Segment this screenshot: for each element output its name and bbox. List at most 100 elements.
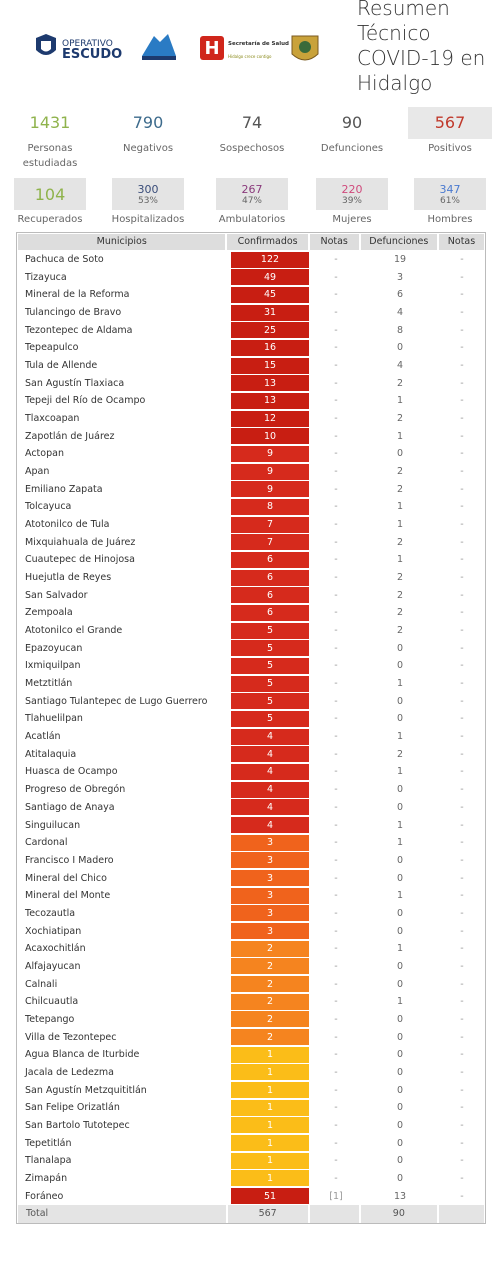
- confirmados: 5: [231, 640, 309, 657]
- notas: -: [460, 996, 464, 1008]
- table-row: Atotonilco de Tula 7 - 1 -: [17, 516, 485, 534]
- municipio: Santiago de Anaya: [25, 801, 115, 813]
- stat-box: 220 39%: [316, 178, 388, 210]
- municipio: Apan: [25, 466, 50, 478]
- municipio: San Agustín Tlaxiaca: [25, 377, 125, 389]
- municipio: Tula de Allende: [25, 360, 98, 372]
- notas: -: [334, 943, 338, 955]
- notas: -: [460, 1013, 464, 1025]
- municipio: Santiago Tulantepec de Lugo Guerrero: [25, 695, 208, 707]
- municipio: Zimapán: [25, 1172, 68, 1184]
- confirmados-cell: 3: [229, 887, 311, 905]
- confirmados: 1: [231, 1152, 309, 1169]
- notas: -: [460, 642, 464, 654]
- confirmados: 122: [231, 251, 309, 268]
- notas: -: [334, 501, 338, 513]
- notas: -: [460, 589, 464, 601]
- defunciones: 0: [396, 1031, 404, 1043]
- confirmados-cell: 3: [229, 852, 311, 870]
- column-header: Municipios: [18, 233, 226, 250]
- confirmados: 1: [231, 1046, 309, 1063]
- confirmados: 31: [231, 304, 309, 321]
- notas: -: [460, 1102, 464, 1114]
- defunciones: 0: [396, 1066, 404, 1078]
- notas: -: [334, 254, 338, 265]
- notas: -: [460, 890, 464, 902]
- notas: -: [460, 271, 464, 283]
- confirmados-cell: 25: [229, 321, 311, 339]
- notas: -: [334, 395, 338, 407]
- notas: -: [334, 854, 338, 866]
- defunciones: 3: [396, 271, 404, 283]
- notas: -: [460, 254, 464, 265]
- confirmados: 4: [231, 763, 309, 780]
- confirmados-cell: 9: [229, 480, 311, 498]
- notas: -: [460, 1119, 464, 1131]
- notas: -: [460, 324, 464, 336]
- confirmados: 25: [231, 322, 309, 339]
- confirmados-cell: 8: [229, 498, 311, 516]
- defunciones: 1: [396, 890, 404, 902]
- notas: -: [460, 766, 464, 778]
- logos: OPERATIVO ESCUDO H Secretaría de Salud H…: [36, 34, 319, 62]
- table-row: Huejutla de Reyes 6 - 2 -: [17, 569, 485, 587]
- total-empty: [309, 1204, 359, 1223]
- defunciones: 2: [396, 377, 404, 389]
- notas: -: [334, 1084, 338, 1096]
- notas: -: [460, 307, 464, 319]
- table-row: Actopan 9 - 0 -: [17, 445, 485, 463]
- notas: -: [334, 642, 338, 654]
- confirmados-cell: 3: [229, 869, 311, 887]
- notas: -: [334, 960, 338, 972]
- municipio: Tecozautla: [25, 907, 76, 919]
- notas: -: [460, 731, 464, 743]
- notas: -: [334, 837, 338, 849]
- notas: -: [460, 466, 464, 478]
- notas: -: [460, 483, 464, 495]
- confirmados-cell: 1: [229, 1134, 311, 1152]
- municipio: Emiliano Zapata: [25, 483, 103, 495]
- municipio: Francisco I Madero: [25, 854, 114, 866]
- notas: -: [334, 607, 338, 619]
- defunciones: 8: [396, 324, 404, 336]
- notas: -: [460, 395, 464, 407]
- table-row: Tecozautla 3 - 0 -: [17, 905, 485, 923]
- stat-label: Hombres: [427, 214, 473, 225]
- confirmados: 1: [231, 1117, 309, 1134]
- confirmados-cell: 6: [229, 586, 311, 604]
- municipio: Xochiatipan: [25, 925, 82, 937]
- table-row: Zempoala 6 - 2 -: [17, 604, 485, 622]
- municipio: Foráneo: [25, 1190, 64, 1202]
- notas: -: [334, 589, 338, 601]
- coat-of-arms-detail: [299, 41, 311, 53]
- confirmados-cell: 31: [229, 304, 311, 322]
- table-row: Mixquiahuala de Juárez 7 - 2 -: [17, 533, 485, 551]
- defunciones: 2: [396, 413, 404, 425]
- notas: -: [460, 819, 464, 831]
- municipio: Mineral de la Reforma: [25, 289, 130, 301]
- confirmados: 3: [231, 923, 309, 940]
- stat-label: Negativos: [122, 143, 174, 154]
- notas: -: [334, 1013, 338, 1025]
- confirmados: 9: [231, 463, 309, 480]
- stat: 267 47% Ambulatorios: [210, 178, 294, 225]
- confirmados: 3: [231, 887, 309, 904]
- defunciones: 0: [396, 1084, 404, 1096]
- stat-label: Defunciones: [320, 143, 384, 154]
- municipio: San Felipe Orizatlán: [25, 1102, 120, 1114]
- defunciones: 0: [396, 642, 404, 654]
- notas: [1]: [329, 1190, 343, 1202]
- defunciones: 2: [396, 483, 404, 495]
- defunciones: 4: [396, 307, 404, 319]
- defunciones: 2: [396, 466, 404, 478]
- confirmados-cell: 2: [229, 1011, 311, 1029]
- stat-box: 347 61%: [414, 178, 486, 210]
- column-header: Defunciones: [360, 233, 437, 250]
- table-row: Jacala de Ledezma 1 - 0 -: [17, 1064, 485, 1082]
- stat-label: Recuperados: [17, 214, 83, 225]
- confirmados-cell: 4: [229, 745, 311, 763]
- notas: -: [460, 501, 464, 513]
- table-row: San Salvador 6 - 2 -: [17, 586, 485, 604]
- municipio: Pachuca de Soto: [25, 254, 104, 265]
- confirmados: 7: [231, 516, 309, 533]
